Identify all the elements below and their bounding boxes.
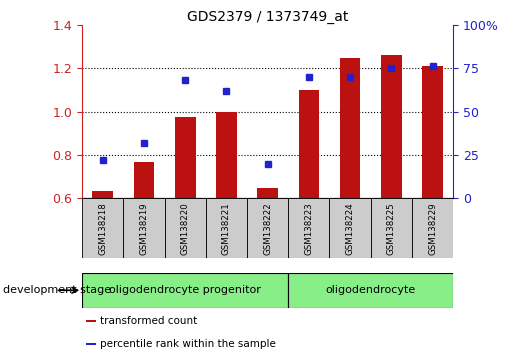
Bar [165,198,206,258]
Bar [86,320,96,322]
Text: percentile rank within the sample: percentile rank within the sample [100,339,276,349]
Bar [247,198,288,258]
Bar [288,198,330,258]
Bar [216,112,237,198]
Bar [82,273,288,308]
Bar [123,198,165,258]
Text: GSM138222: GSM138222 [263,202,272,255]
Bar [175,117,196,198]
Text: transformed count: transformed count [100,316,197,326]
Bar [412,198,453,258]
Text: GSM138229: GSM138229 [428,202,437,255]
Text: GSM138225: GSM138225 [387,202,396,255]
Bar [422,66,443,198]
Text: development stage: development stage [3,285,111,295]
Bar [330,198,370,258]
Bar [82,198,123,258]
Bar [288,273,453,308]
Title: GDS2379 / 1373749_at: GDS2379 / 1373749_at [187,10,348,24]
Text: GSM138221: GSM138221 [222,202,231,255]
Bar [298,90,319,198]
Text: GSM138223: GSM138223 [304,202,313,255]
Text: oligodendrocyte progenitor: oligodendrocyte progenitor [109,285,261,295]
Text: GSM138218: GSM138218 [98,202,107,255]
Bar [86,343,96,345]
Text: GSM138219: GSM138219 [139,202,148,255]
Bar [258,188,278,198]
Bar [381,55,402,198]
Bar [370,198,412,258]
Text: oligodendrocyte: oligodendrocyte [325,285,416,295]
Bar [340,58,360,198]
Bar [206,198,247,258]
Text: GSM138220: GSM138220 [181,202,190,255]
Bar [92,191,113,198]
Bar [134,162,154,198]
Text: GSM138224: GSM138224 [346,202,355,255]
